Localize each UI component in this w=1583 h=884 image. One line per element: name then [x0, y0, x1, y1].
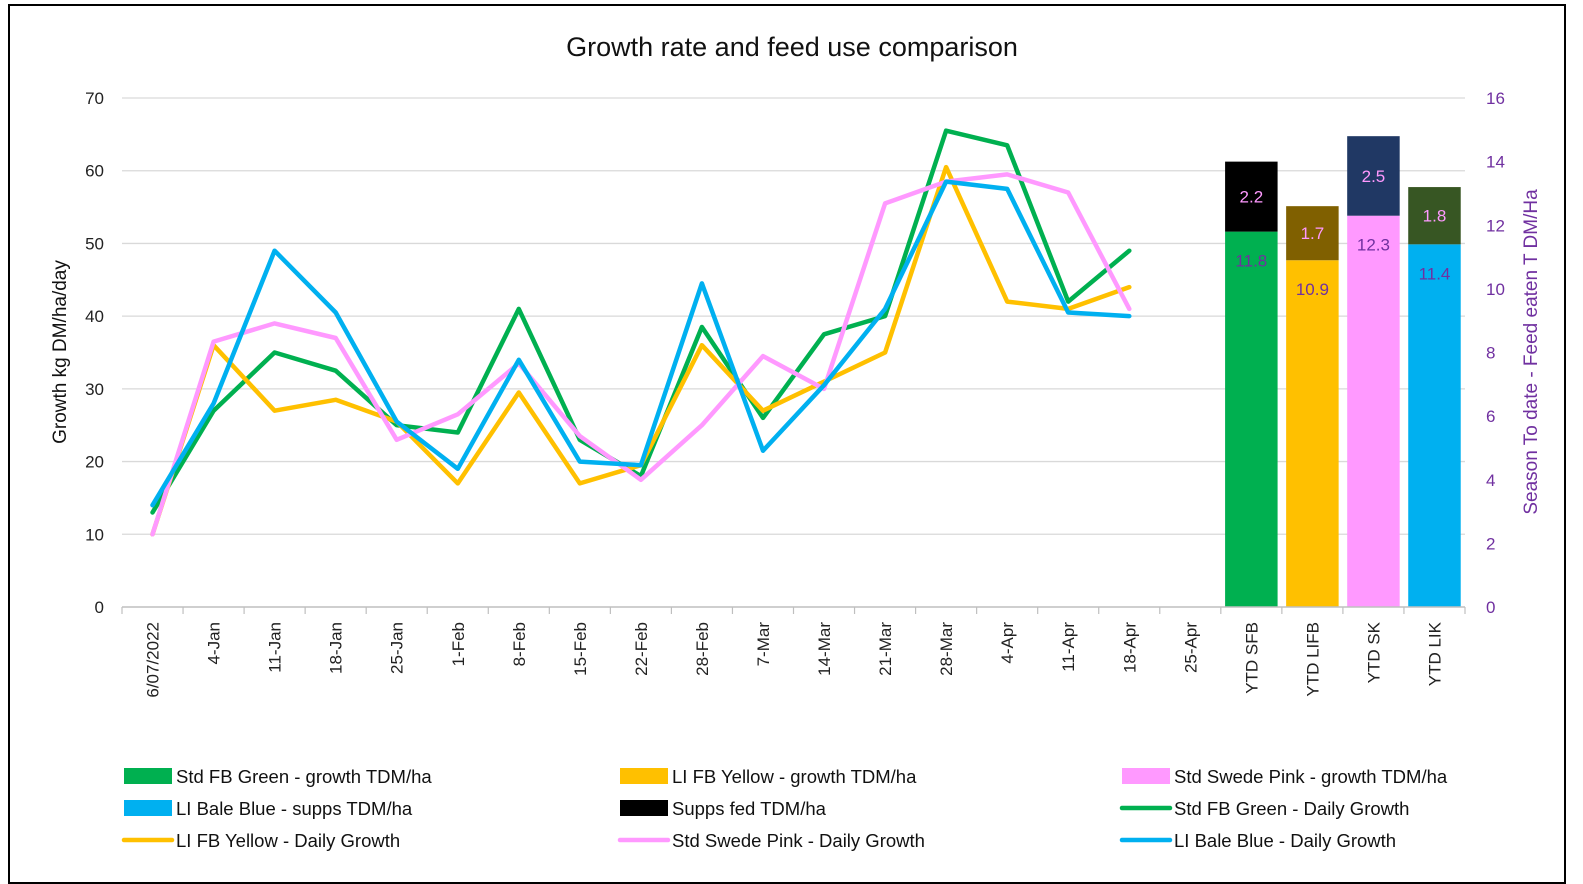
x-tick-label: 7-Mar [754, 622, 773, 667]
legend-swatch [1122, 768, 1170, 784]
x-tick-label: 21-Mar [876, 622, 895, 676]
bar-supps-label: 2.2 [1240, 188, 1264, 207]
bar-growth [1408, 244, 1461, 607]
x-tick-label: 28-Mar [937, 622, 956, 676]
legend-label: Std Swede Pink - Daily Growth [672, 830, 925, 851]
bar-supps-label: 2.5 [1362, 167, 1386, 186]
y-tick-label: 10 [85, 525, 104, 544]
x-tick-label: YTD LIK [1425, 621, 1444, 686]
bar-growth-label: 10.9 [1296, 280, 1329, 299]
legend-swatch [620, 768, 668, 784]
x-tick-label: 18-Jan [327, 622, 346, 674]
bar-supps [1286, 206, 1339, 261]
chart-title: Growth rate and feed use comparison [566, 32, 1018, 62]
y2-tick-label: 16 [1486, 89, 1505, 108]
y-tick-label: 40 [85, 307, 104, 326]
legend-swatch [124, 800, 172, 816]
x-tick-label: 4-Apr [998, 622, 1017, 664]
y2-tick-label: 4 [1486, 471, 1495, 490]
legend-label: LI Bale Blue - Daily Growth [1174, 830, 1396, 851]
y-tick-label: 70 [85, 89, 104, 108]
x-tick-label: 14-Mar [815, 622, 834, 676]
bar-growth-label: 11.4 [1419, 264, 1451, 283]
x-tick-label: 6/07/2022 [144, 622, 163, 698]
y-tick-label: 50 [85, 234, 104, 253]
x-tick-label: YTD SFB [1242, 622, 1261, 694]
bar-supps-label: 1.8 [1423, 207, 1447, 226]
x-tick-label: 15-Feb [571, 622, 590, 676]
bar-growth-label: 12.3 [1357, 236, 1390, 255]
line-series [150, 179, 1132, 508]
axes-group: 0 10 20 30 40 50 60 70 0 2 4 6 8 10 12 14 16 6/07/2022 4-J… [85, 89, 1505, 698]
x-tick-label: 28-Feb [693, 622, 712, 676]
x-tick-label: 25-Apr [1181, 622, 1200, 673]
line-series [150, 128, 1132, 515]
y-tick-label: 60 [85, 162, 104, 181]
bar-series-group [1225, 136, 1461, 608]
line-series [150, 172, 1132, 537]
x-tick-label: 11-Apr [1059, 622, 1078, 672]
x-tick-label: 4-Jan [205, 622, 224, 665]
y2-tick-label: 10 [1486, 280, 1505, 299]
bar-label-group: 11.8 2.2 10.9 1.7 12.3 2.5 11.4 1.8 [1235, 167, 1450, 299]
y2-tick-label: 2 [1486, 534, 1495, 553]
legend-swatch [620, 800, 668, 816]
x-tick-label: 11-Jan [266, 622, 285, 673]
y-tick-label: 0 [95, 598, 104, 617]
bar-growth [1225, 231, 1278, 608]
x-tick-label: 25-Jan [388, 622, 407, 674]
y2-tick-label: 6 [1486, 407, 1495, 426]
x-tick-label: YTD SK [1364, 621, 1383, 683]
x-tick-label: YTD LIFB [1303, 622, 1322, 697]
bar-supps [1347, 136, 1400, 216]
x-tick-label: 22-Feb [632, 622, 651, 676]
bar-growth [1347, 215, 1400, 608]
y2-tick-label: 8 [1486, 344, 1495, 363]
y-axis-title: Growth kg DM/ha/day [50, 260, 71, 444]
legend-label: Std FB Green - Daily Growth [1174, 798, 1409, 819]
x-tick-label: 8-Feb [510, 622, 529, 666]
legend-swatch [124, 768, 172, 784]
legend-label: Std Swede Pink - growth TDM/ha [1174, 766, 1448, 787]
legend-label: LI Bale Blue - supps TDM/ha [176, 798, 413, 819]
legend-label: Supps fed TDM/ha [672, 798, 827, 819]
bar-supps [1225, 161, 1278, 232]
x-tick-label: 1-Feb [449, 622, 468, 666]
y2-tick-label: 12 [1486, 216, 1505, 235]
y-tick-label: 30 [85, 380, 104, 399]
x-tick-label: 18-Apr [1120, 622, 1139, 673]
line-series-group [150, 128, 1132, 537]
bar-growth [1286, 260, 1339, 607]
legend-label: Std FB Green - growth TDM/ha [176, 766, 432, 787]
legend-label: LI FB Yellow - growth TDM/ha [672, 766, 917, 787]
legend-label: LI FB Yellow - Daily Growth [176, 830, 400, 851]
legend: Std FB Green - growth TDM/ha LI FB Yellow… [121, 766, 1448, 851]
y2-axis-title: Season To date - Feed eaten T DM/Ha [1521, 189, 1542, 515]
y-tick-label: 20 [85, 453, 104, 472]
bar-supps-label: 1.7 [1301, 224, 1325, 243]
bar-growth-label: 11.8 [1235, 252, 1267, 271]
y2-tick-label: 0 [1486, 598, 1495, 617]
bar-supps [1408, 187, 1461, 245]
y2-tick-label: 14 [1486, 153, 1505, 172]
